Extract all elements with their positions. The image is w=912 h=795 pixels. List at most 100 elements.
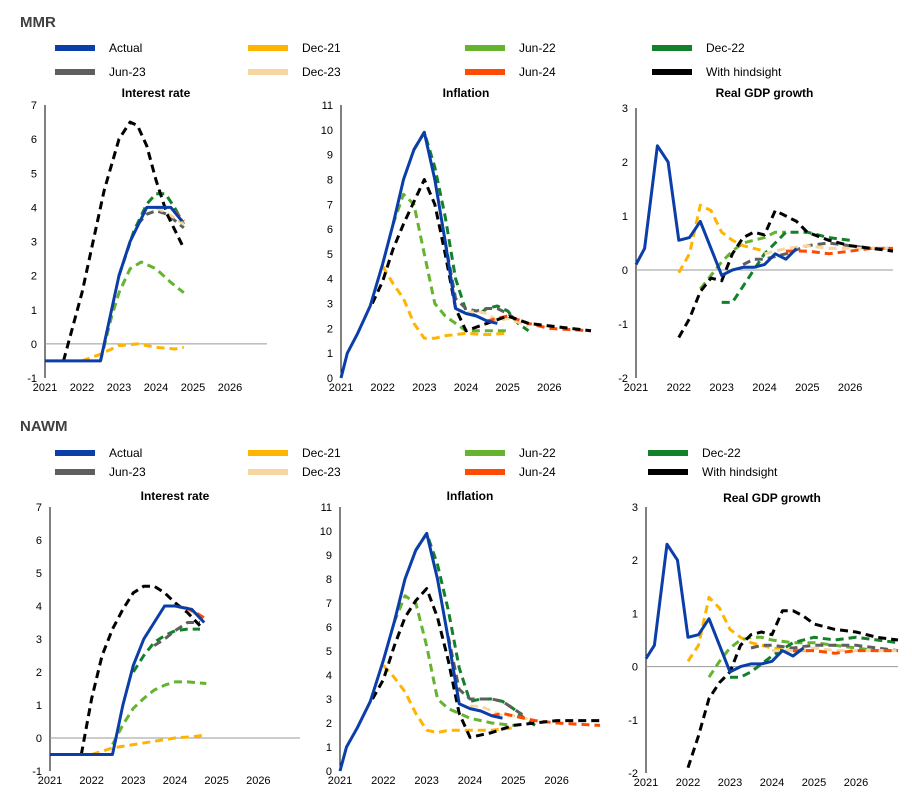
series-line-dec-22 [132, 627, 200, 673]
x-tick-label: 2022 [667, 382, 691, 394]
y-tick-label: 2 [622, 157, 628, 169]
series-line-jun-24 [491, 711, 601, 727]
series-line-dec-21 [81, 342, 185, 363]
y-tick-label: 6 [326, 622, 332, 634]
y-tick-label: 1 [36, 700, 42, 712]
legend-item-dec-22: Dec-22 [648, 446, 741, 460]
x-tick-label: 2026 [544, 775, 568, 787]
legend-label: Dec-21 [302, 41, 341, 55]
series-line-dec-23 [155, 206, 185, 226]
y-tick-label: -1 [27, 373, 37, 385]
y-tick-label: 3 [31, 237, 37, 249]
chart-title: Real GDP growth [716, 86, 814, 100]
x-tick-label: 2025 [802, 777, 826, 789]
legend-item-jun-23: Jun-23 [55, 65, 146, 79]
y-tick-label: 9 [326, 550, 332, 562]
chart-s0-c2: Real GDP growth -2 -1 0 1 2 3 2021 2022 2023 2024 2… [618, 86, 894, 394]
x-tick-label: 2023 [412, 382, 436, 394]
x-tick-label: 2024 [144, 382, 168, 394]
series-line-dec-23 [764, 244, 893, 256]
series-line-dec-21 [382, 664, 514, 735]
x-tick-label: 2022 [79, 775, 103, 787]
x-tick-label: 2025 [795, 382, 819, 394]
legend-swatch [465, 469, 505, 475]
chart-s1-c1: Inflation 0 1 2 3 4 5 6 7 8 9 10 11 2021 2022 2023 2024 2… [320, 489, 601, 787]
x-tick-label: 2022 [676, 777, 700, 789]
series-line-jun-22 [699, 230, 786, 290]
legend-item-dec-22: Dec-22 [652, 41, 745, 55]
legend-swatch [248, 69, 288, 75]
legend-item-jun-24: Jun-24 [465, 465, 556, 479]
series-line-actual [644, 542, 805, 674]
x-tick-label: 2023 [718, 777, 742, 789]
chart-title: Inflation [443, 86, 490, 100]
legend-swatch [55, 69, 95, 75]
legend-swatch [248, 469, 288, 475]
y-tick-label: 6 [327, 224, 333, 236]
legend-label: With hindsight [706, 65, 782, 79]
series-line-dec-21 [381, 265, 508, 340]
x-tick-label: 2023 [709, 382, 733, 394]
y-tick-label: 7 [31, 100, 37, 112]
series-line-dec-22 [730, 635, 899, 679]
y-tick-label: 8 [326, 574, 332, 586]
legend-label: Actual [109, 41, 143, 55]
y-tick-label: 5 [327, 249, 333, 261]
y-tick-label: 3 [632, 502, 638, 514]
legend-item-with-hindsight: With hindsight [652, 65, 781, 79]
legend-swatch [55, 469, 95, 475]
series-line-jun-23 [446, 636, 526, 718]
x-tick-label: 2021 [328, 775, 352, 787]
y-tick-label: 11 [321, 502, 332, 514]
x-tick-label: 2024 [163, 775, 187, 787]
section-title-mmr: MMR [20, 14, 56, 31]
y-tick-label: 6 [31, 134, 37, 146]
legend-swatch [55, 45, 95, 51]
series-line-with-hindsight [686, 609, 899, 769]
y-tick-label: 7 [326, 598, 332, 610]
y-tick-label: 0 [36, 733, 42, 745]
legend-label: Dec-23 [302, 65, 341, 79]
x-tick-label: 2021 [634, 777, 658, 789]
y-tick-label: -2 [618, 373, 628, 385]
x-tick-label: 2024 [760, 777, 784, 789]
series-line-jun-24 [793, 649, 898, 655]
legend-swatch [55, 450, 95, 456]
legend-item-jun-23: Jun-23 [55, 465, 146, 479]
x-tick-label: 2023 [414, 775, 438, 787]
series-line-with-hindsight [62, 120, 186, 362]
chart-title: Inflation [447, 489, 494, 503]
x-tick-label: 2021 [329, 382, 353, 394]
x-tick-label: 2024 [752, 382, 776, 394]
x-tick-label: 2021 [33, 382, 57, 394]
series-line-with-hindsight [677, 209, 894, 339]
x-tick-label: 2022 [70, 382, 94, 394]
legend-swatch [248, 450, 288, 456]
x-tick-label: 2026 [844, 777, 868, 789]
y-tick-label: 4 [31, 202, 37, 214]
legend-swatch [465, 69, 505, 75]
series-line-actual [45, 205, 184, 363]
legend-item-jun-24: Jun-24 [465, 65, 556, 79]
chart-s1-c2: Real GDP growth -2 -1 0 1 2 3 2021 2022 2023 2024 2… [628, 491, 899, 789]
series-line-jun-22 [392, 594, 514, 727]
legend-swatch [648, 450, 688, 456]
series-line-actual [634, 144, 798, 277]
y-tick-label: -1 [628, 715, 638, 727]
y-tick-label: 7 [327, 199, 333, 211]
legend-item-actual: Actual [55, 41, 142, 55]
y-tick-label: 3 [327, 299, 333, 311]
x-tick-label: 2022 [371, 775, 395, 787]
y-tick-label: 6 [36, 535, 42, 547]
chart-title: Interest rate [141, 489, 210, 503]
legend-swatch [648, 469, 688, 475]
y-tick-label: 1 [632, 608, 638, 620]
y-tick-label: 1 [622, 211, 628, 223]
legend-label: Jun-23 [109, 465, 146, 479]
legend-label: Actual [109, 446, 143, 460]
y-tick-label: 2 [327, 323, 333, 335]
y-tick-label: 1 [327, 348, 333, 360]
series-line-actual [50, 604, 206, 756]
legend-label: Jun-23 [109, 65, 146, 79]
y-tick-label: 2 [36, 667, 42, 679]
